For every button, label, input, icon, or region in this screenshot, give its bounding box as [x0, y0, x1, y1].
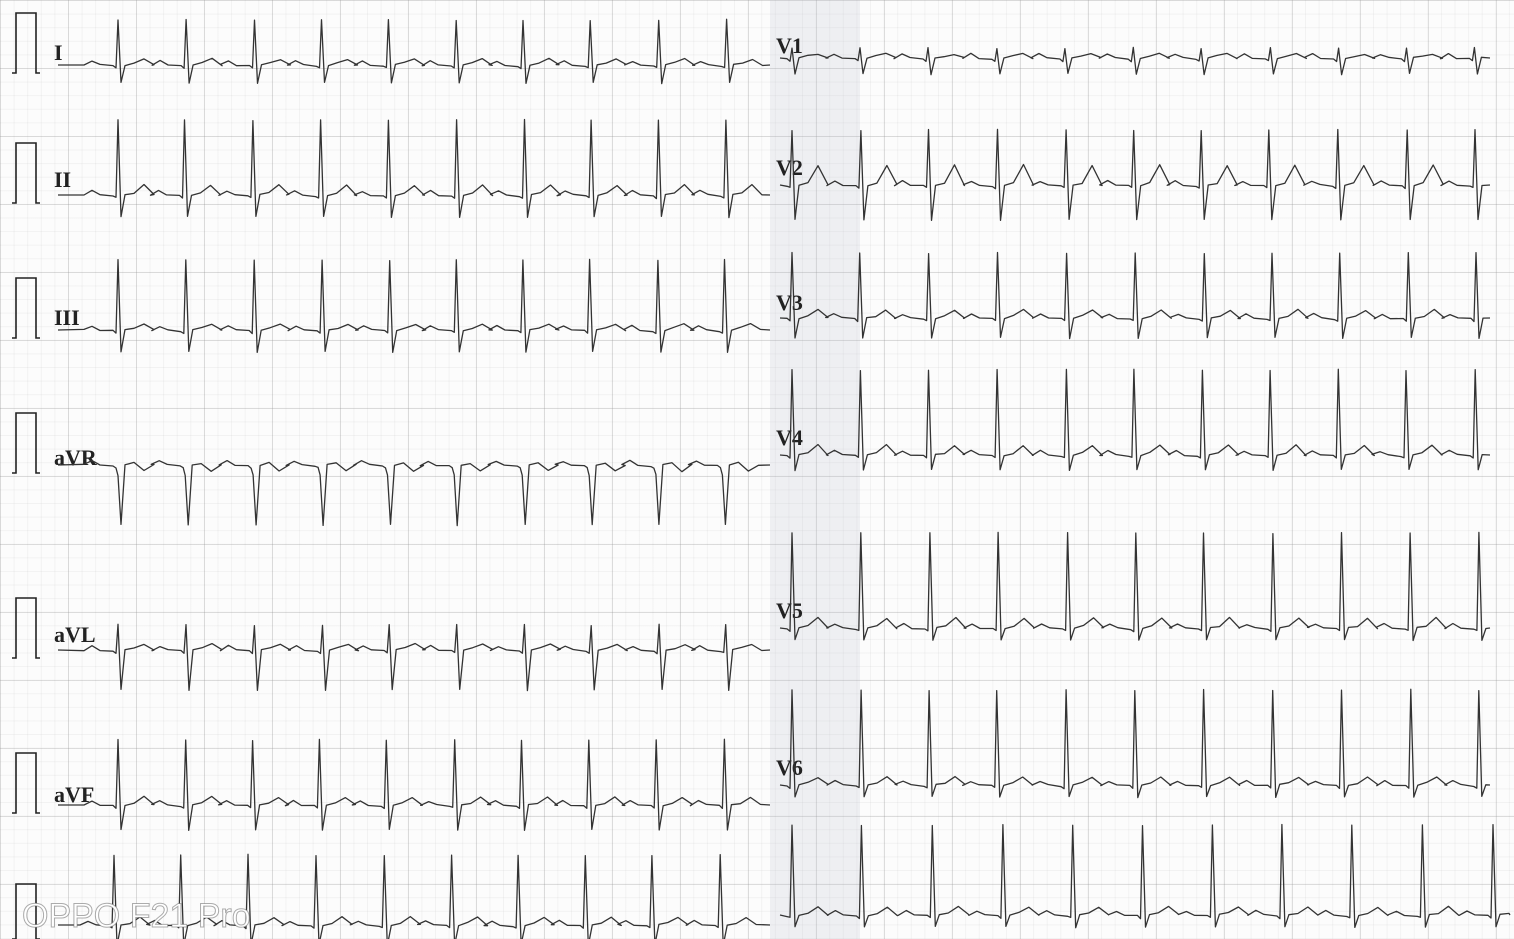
calibration-pulse: [12, 12, 40, 74]
calibration-pulse: [12, 277, 40, 339]
ecg-trace: [58, 18, 771, 85]
ecg-trace: [779, 823, 1511, 929]
calibration-pulse: [12, 142, 40, 204]
ecg-trace: [58, 738, 771, 832]
lead-label: V4: [776, 425, 803, 450]
ecg-trace: [779, 688, 1491, 799]
calibration-pulse: [12, 597, 40, 659]
lead-label: aVL: [54, 622, 96, 647]
ecg-trace: [779, 251, 1491, 340]
ecg-trace: [58, 118, 771, 219]
ecg-trace: [779, 128, 1491, 222]
calibration-pulse: [12, 752, 40, 814]
watermark: OPPO F21 Pro: [22, 897, 251, 935]
lead-label: I: [54, 40, 63, 65]
lead-label: V6: [776, 755, 803, 780]
shaded-strip: [770, 0, 860, 939]
lead-label: II: [54, 167, 71, 192]
lead-label: V2: [776, 155, 803, 180]
lead-label: V5: [776, 598, 803, 623]
ecg-trace: [57, 623, 771, 692]
calibration-pulse: [12, 883, 40, 939]
lead-label: V1: [776, 33, 803, 58]
calibration-pulse: [12, 412, 40, 474]
ecg-trace: [779, 46, 1491, 76]
lead-label: aVR: [54, 445, 98, 470]
lead-label: V3: [776, 290, 803, 315]
ecg-trace: [779, 531, 1491, 642]
ecg-trace: [779, 368, 1491, 472]
ecg-trace: [57, 459, 771, 527]
lead-label: III: [54, 305, 80, 330]
ecg-trace: [57, 258, 771, 354]
ecg-trace: [58, 853, 771, 939]
